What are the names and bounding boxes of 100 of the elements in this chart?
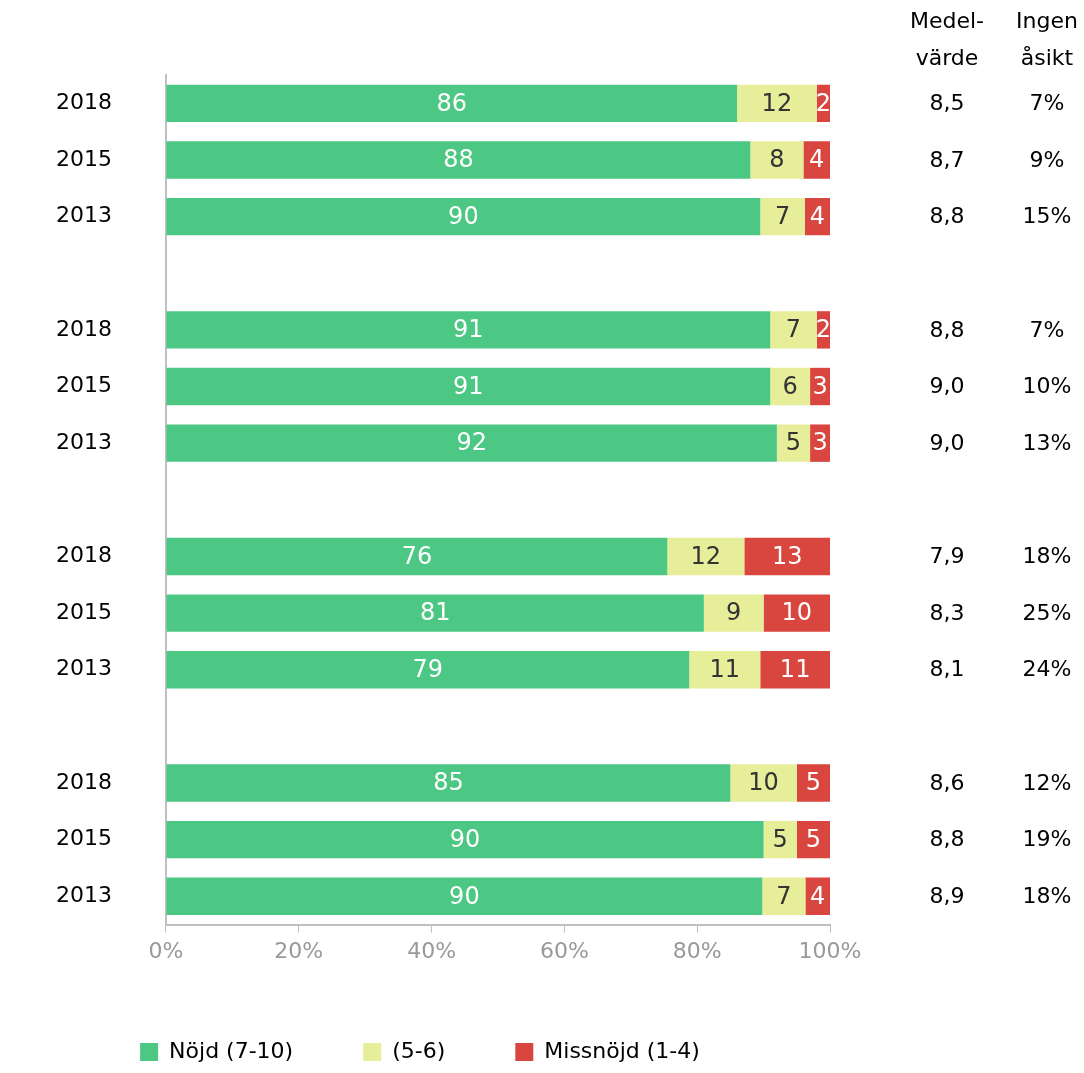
- data-label: 5: [805, 768, 822, 797]
- text: 8,9: [929, 883, 965, 908]
- text: 9,0: [929, 373, 965, 399]
- data-label: 92: [456, 428, 487, 457]
- text: 25%: [1022, 599, 1072, 625]
- text: 18%: [1022, 543, 1072, 569]
- text: 8,7: [929, 146, 965, 172]
- bar: [737, 84, 817, 123]
- legend-label: Nöjd (7-10): [169, 1037, 294, 1063]
- legend-label: Missnöjd (1-4): [544, 1037, 700, 1063]
- text: 13%: [1022, 429, 1072, 455]
- text: 8,8: [929, 316, 965, 342]
- data-label: 5: [805, 824, 822, 853]
- bar: [770, 367, 811, 406]
- data-label: 85: [433, 768, 464, 797]
- bar: [166, 594, 704, 632]
- text: 19%: [1022, 826, 1072, 852]
- bar: [796, 764, 830, 802]
- y-tick-label: 2013: [55, 428, 112, 454]
- bar: [166, 877, 763, 915]
- x-tick-label: 80%: [672, 937, 722, 963]
- y-tick-label: 2015: [55, 598, 112, 624]
- data-label: 86: [436, 88, 468, 117]
- data-label: 76: [401, 541, 433, 570]
- data-label: 7: [774, 201, 791, 230]
- data-label: 13: [771, 541, 803, 570]
- y-tick-label: 2018: [55, 542, 112, 568]
- y-tick-label: 2013: [55, 655, 112, 681]
- bar: [689, 651, 761, 689]
- y-tick-label: 2015: [55, 145, 112, 171]
- bar: [166, 537, 668, 576]
- y-tick-label: 2015: [55, 825, 112, 851]
- y-tick-label: 2018: [55, 768, 112, 794]
- bar: [760, 651, 830, 689]
- data-label: 2: [815, 88, 831, 117]
- bar: [166, 820, 764, 859]
- bar: [770, 311, 817, 349]
- text: 9%: [1029, 146, 1065, 172]
- data-label: 90: [449, 824, 481, 853]
- bar: [166, 367, 771, 406]
- data-label: 91: [453, 371, 484, 400]
- data-label: 3: [812, 371, 828, 400]
- data-label: 91: [453, 315, 484, 344]
- data-label: 90: [448, 201, 479, 230]
- data-label: 3: [812, 428, 828, 457]
- data-label: 6: [782, 371, 798, 400]
- text: Ingen åsikt: [1016, 7, 1078, 70]
- bar: [166, 311, 771, 349]
- bar: [763, 594, 830, 632]
- text: 8,6: [929, 769, 965, 795]
- text: 24%: [1022, 656, 1072, 682]
- text: 10%: [1022, 373, 1072, 399]
- legend-label: (5-6): [392, 1037, 446, 1063]
- text: 18%: [1022, 883, 1072, 908]
- bar: [744, 537, 830, 576]
- x-tick-label: 40%: [407, 937, 457, 963]
- text: 12%: [1022, 769, 1072, 795]
- y-tick-label: 2015: [55, 372, 112, 398]
- data-label: 5: [772, 824, 788, 853]
- data-label: 7: [776, 881, 792, 910]
- data-label: 8: [769, 145, 785, 174]
- data-label: 5: [785, 428, 802, 457]
- data-label: 12: [761, 88, 793, 117]
- y-tick-label: 2013: [55, 882, 112, 907]
- text: 9,0: [929, 429, 965, 455]
- bar: [703, 594, 764, 632]
- bar: [166, 197, 761, 236]
- bar: [667, 537, 745, 576]
- data-label: 7: [785, 315, 802, 344]
- data-label: 4: [809, 201, 826, 230]
- data-label: 90: [449, 881, 480, 910]
- data-label: 4: [809, 145, 825, 174]
- text: 15%: [1022, 203, 1072, 229]
- bar: [166, 141, 751, 179]
- text: 8,5: [929, 90, 965, 116]
- bar: [760, 197, 805, 236]
- data-label: 10: [781, 598, 813, 627]
- bar: [762, 877, 806, 915]
- text: 8,3: [929, 599, 965, 625]
- bar: [776, 424, 811, 462]
- data-label: 9: [726, 598, 742, 627]
- data-label: 4: [810, 881, 826, 910]
- bar: [166, 651, 690, 689]
- bar: [166, 84, 738, 123]
- text: 7%: [1029, 316, 1065, 342]
- data-label: 88: [443, 145, 474, 174]
- y-tick-label: 2013: [55, 202, 112, 228]
- data-label: 12: [690, 541, 722, 570]
- bar: [750, 141, 804, 179]
- data-label: 81: [419, 598, 451, 627]
- text: 8,8: [929, 203, 965, 229]
- y-tick-label: 2018: [55, 315, 112, 341]
- bar: [166, 764, 731, 802]
- data-label: 10: [748, 768, 779, 797]
- data-label: 11: [779, 654, 811, 683]
- x-tick-label: 100%: [798, 937, 862, 963]
- bar: [803, 141, 830, 179]
- text: Medel- värde: [909, 7, 985, 70]
- text: 7,9: [929, 543, 965, 569]
- x-tick-label: 60%: [539, 937, 589, 963]
